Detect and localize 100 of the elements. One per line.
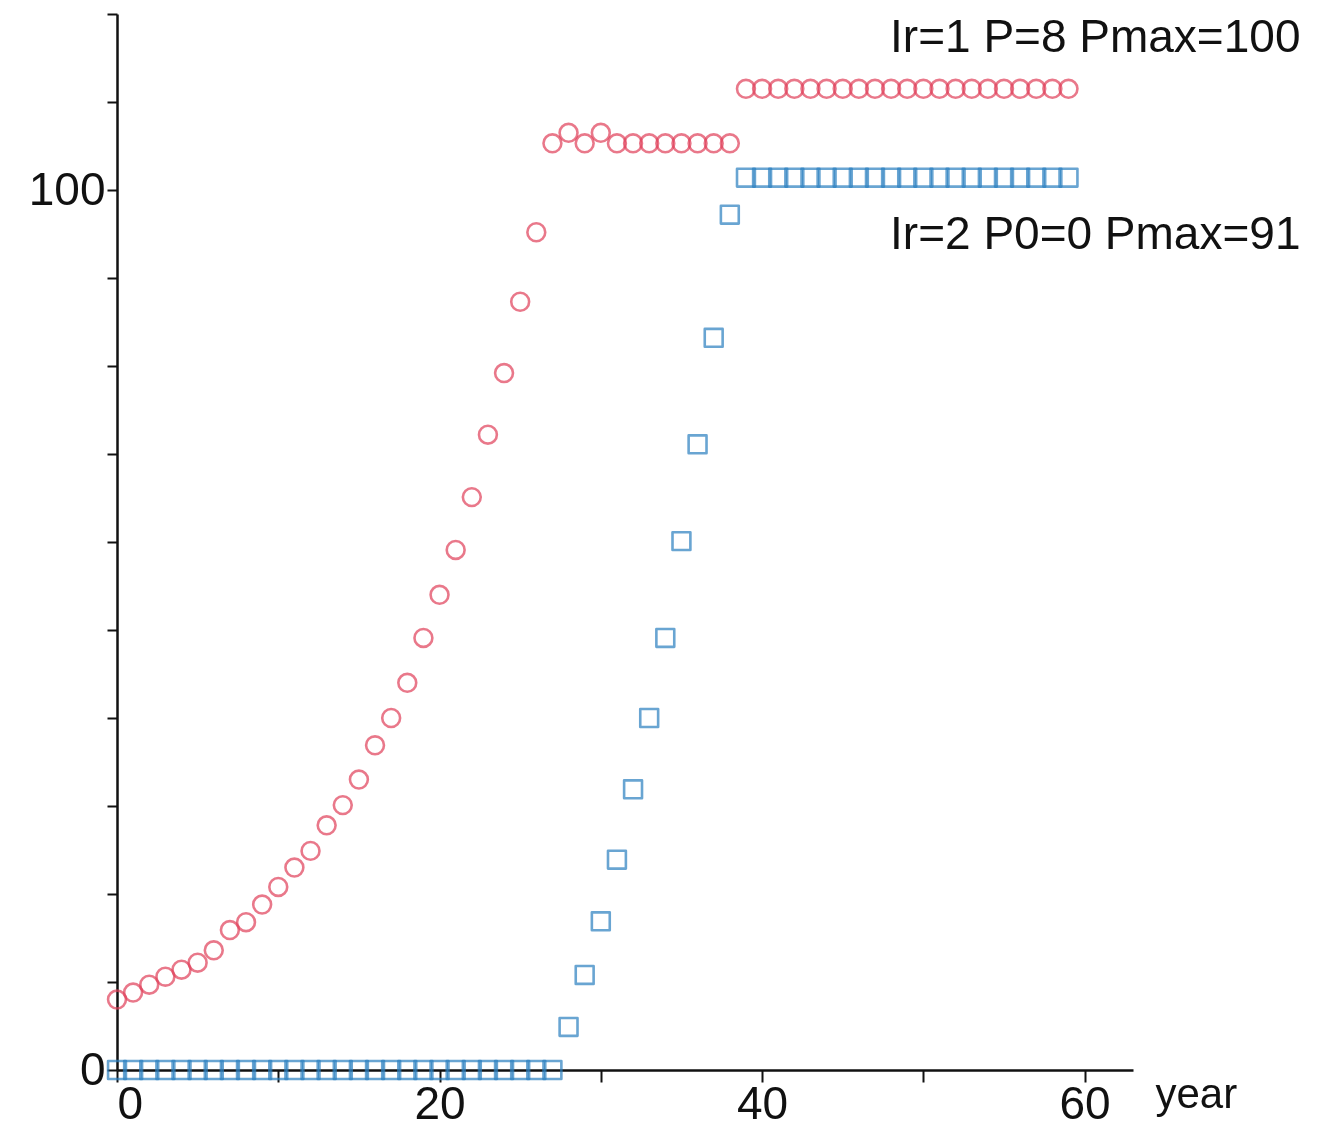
point bbox=[784, 167, 805, 188]
point bbox=[945, 78, 966, 100]
point bbox=[268, 876, 289, 898]
point bbox=[155, 1059, 176, 1081]
point bbox=[655, 133, 676, 154]
point bbox=[542, 133, 563, 154]
point bbox=[364, 735, 386, 756]
point bbox=[832, 167, 853, 188]
point bbox=[139, 1059, 160, 1081]
point bbox=[945, 167, 966, 188]
x-axis-title: year bbox=[1155, 1069, 1238, 1117]
point bbox=[268, 1059, 289, 1081]
point bbox=[1009, 78, 1031, 100]
point bbox=[397, 1059, 418, 1081]
point bbox=[1058, 167, 1079, 188]
point bbox=[671, 530, 692, 552]
point bbox=[638, 133, 660, 154]
point bbox=[606, 849, 628, 870]
point bbox=[864, 78, 886, 100]
point bbox=[509, 291, 531, 312]
point bbox=[913, 167, 934, 188]
point bbox=[880, 167, 902, 188]
point bbox=[380, 707, 402, 729]
point bbox=[235, 911, 257, 933]
point bbox=[526, 1059, 547, 1081]
point bbox=[977, 78, 999, 100]
point bbox=[671, 133, 692, 154]
y-tick-label: 100 bbox=[28, 162, 106, 215]
point bbox=[493, 362, 515, 384]
point bbox=[638, 707, 660, 729]
point bbox=[751, 78, 773, 100]
point bbox=[461, 486, 483, 508]
point bbox=[1025, 167, 1047, 188]
series-label: Ir=1 P=8 Pmax=100 bbox=[890, 9, 1301, 62]
point bbox=[574, 133, 595, 154]
point bbox=[735, 78, 757, 100]
point bbox=[155, 966, 176, 987]
point bbox=[316, 815, 337, 836]
point bbox=[251, 1059, 273, 1081]
x-tick-label: 20 bbox=[414, 1076, 466, 1129]
point bbox=[977, 167, 999, 188]
point bbox=[413, 1059, 434, 1081]
point bbox=[445, 539, 466, 561]
point bbox=[606, 133, 628, 154]
point bbox=[284, 857, 305, 878]
point bbox=[993, 167, 1015, 188]
point bbox=[284, 1059, 305, 1081]
point bbox=[655, 627, 676, 649]
point bbox=[590, 122, 612, 144]
point bbox=[477, 424, 499, 445]
point bbox=[622, 133, 644, 154]
point bbox=[364, 1059, 386, 1081]
point bbox=[1042, 167, 1063, 188]
point bbox=[767, 167, 789, 188]
point bbox=[122, 1059, 144, 1081]
point bbox=[235, 1059, 257, 1081]
point bbox=[767, 78, 789, 100]
point bbox=[380, 1059, 402, 1081]
point bbox=[397, 672, 418, 694]
point bbox=[687, 133, 708, 154]
point bbox=[493, 1059, 515, 1081]
point bbox=[348, 1059, 370, 1081]
point bbox=[558, 1016, 579, 1038]
point bbox=[784, 78, 805, 100]
point bbox=[590, 911, 612, 932]
point bbox=[1058, 78, 1079, 100]
point bbox=[171, 1059, 192, 1081]
point bbox=[993, 78, 1015, 100]
point bbox=[413, 627, 434, 649]
x-tick-label: 40 bbox=[736, 1076, 789, 1129]
point bbox=[574, 964, 595, 986]
point bbox=[203, 1059, 225, 1081]
point bbox=[848, 167, 870, 188]
point bbox=[913, 78, 934, 100]
point bbox=[832, 78, 853, 100]
point bbox=[509, 1059, 531, 1081]
point bbox=[477, 1059, 499, 1081]
point bbox=[203, 940, 225, 961]
point bbox=[896, 78, 918, 100]
point bbox=[300, 1059, 321, 1081]
point bbox=[848, 78, 870, 100]
point bbox=[961, 167, 982, 188]
point bbox=[1009, 167, 1031, 188]
x-tick-label: 0 bbox=[117, 1076, 144, 1129]
point bbox=[687, 434, 708, 455]
point bbox=[1042, 78, 1063, 100]
point bbox=[461, 1059, 483, 1081]
point bbox=[106, 989, 128, 1010]
point bbox=[735, 167, 757, 188]
point bbox=[332, 794, 354, 816]
point bbox=[751, 167, 773, 188]
point bbox=[558, 122, 579, 144]
point bbox=[622, 779, 644, 800]
point bbox=[219, 919, 241, 941]
point bbox=[429, 1059, 450, 1081]
x-tick-label: 60 bbox=[1059, 1076, 1111, 1129]
point bbox=[348, 769, 370, 790]
point bbox=[719, 204, 741, 225]
point bbox=[300, 840, 321, 862]
point bbox=[429, 584, 450, 606]
